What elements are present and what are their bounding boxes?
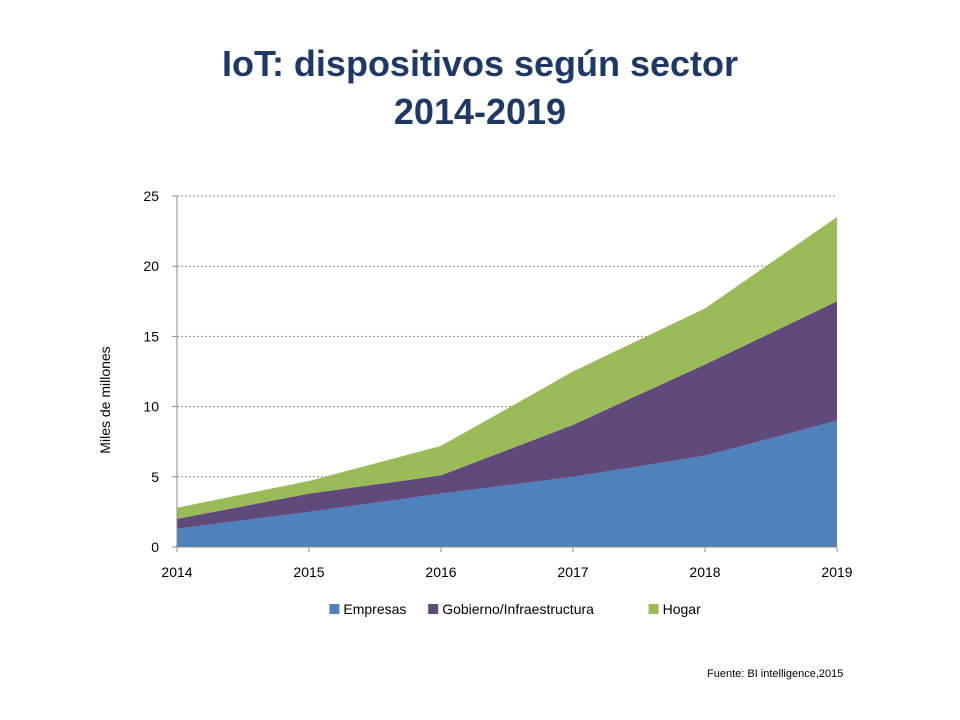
area-series-1 [177,420,837,547]
y-tick-label: 15 [143,328,159,344]
x-tick-label: 2019 [821,564,852,580]
x-tick-label: 2017 [557,564,588,580]
x-tick-label: 2018 [689,564,720,580]
y-tick-label: 20 [143,258,159,274]
x-tick-label: 2016 [425,564,456,580]
y-tick-label: 25 [143,188,159,204]
legend: Empresas Gobierno/Infraestructura Hogar [329,601,701,617]
legend-label-2: Gobierno/Infraestructura [442,601,594,617]
chart-title: IoT: dispositivos según sector 2014-2019 [0,40,960,136]
x-tick-label: 2014 [161,564,192,580]
legend-swatch-1 [329,604,340,614]
x-tick-labels: 2014 2015 2016 2017 2018 2019 [161,564,852,580]
area-series-2 [177,301,837,529]
y-tick-label: 10 [143,399,159,415]
title-line-2: 2014-2019 [393,91,567,132]
y-axis-label: Miles de millones [97,346,113,453]
y-tick-label: 0 [151,539,159,555]
y-tick-label: 5 [151,469,159,485]
area-series [177,217,837,547]
legend-label-3: Hogar [663,601,701,617]
source-note: Fuente: BI intelligence,2015 [707,668,844,680]
legend-swatch-2 [428,604,439,614]
gridlines [177,195,837,478]
title-line-1: IoT: dispositivos según sector [221,43,739,84]
y-tick-labels: 0 5 10 15 20 25 [143,188,159,555]
x-tick-label: 2015 [293,564,324,580]
legend-swatch-3 [648,604,659,614]
axes [172,195,838,552]
legend-label-1: Empresas [343,601,406,617]
